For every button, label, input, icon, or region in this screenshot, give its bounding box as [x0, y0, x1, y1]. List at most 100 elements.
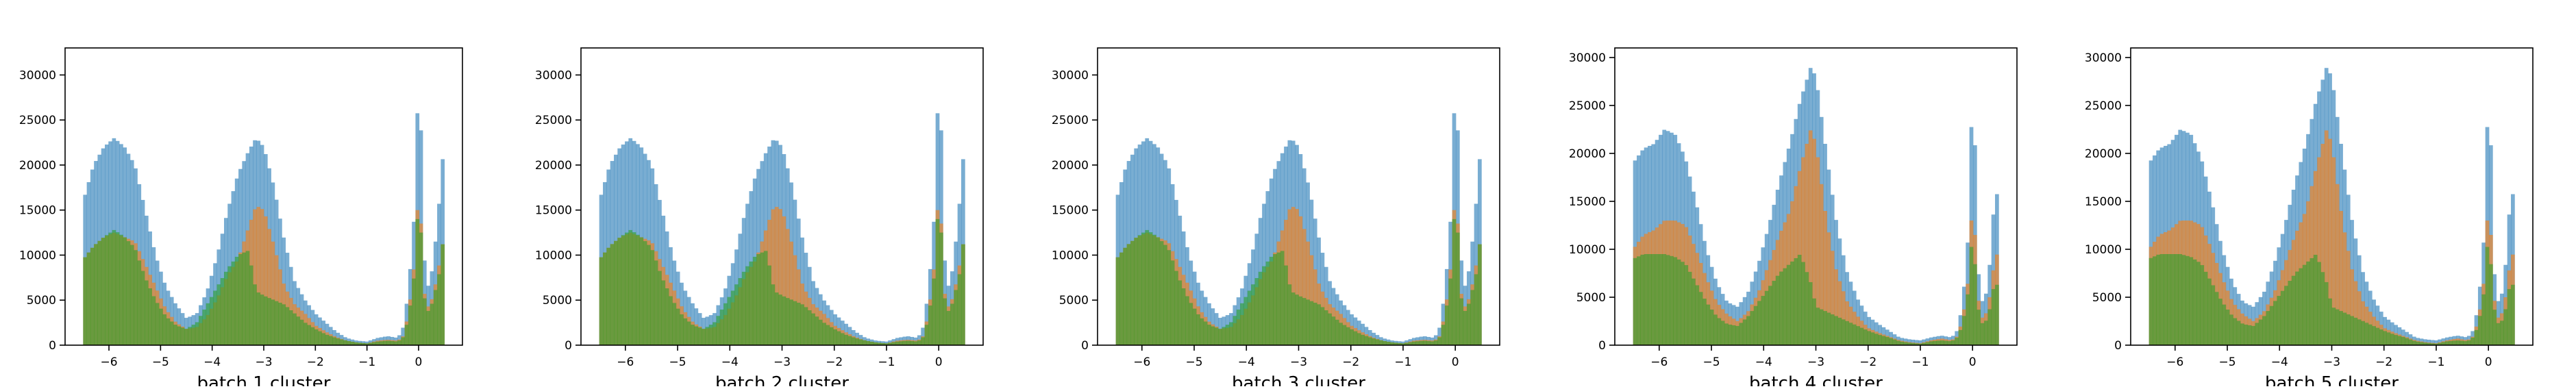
histogram-bar	[2233, 318, 2238, 345]
histogram-bar	[180, 327, 185, 345]
histogram-bar	[1794, 258, 1798, 345]
histogram-bar	[1170, 260, 1175, 345]
histogram-bar	[347, 341, 351, 345]
histogram-bar	[354, 342, 358, 345]
histogram-bar	[105, 235, 109, 345]
histogram-bar	[1772, 281, 1776, 345]
histogram-bar	[310, 327, 315, 345]
histogram-bar	[793, 301, 797, 345]
histogram-bar	[1724, 323, 1729, 345]
histogram-bar	[1287, 209, 1292, 345]
histogram-bar	[383, 340, 387, 345]
histogram-bar	[869, 341, 874, 345]
histogram-bar	[1644, 254, 1648, 345]
histogram-bar	[372, 342, 376, 345]
histogram-bar	[1783, 268, 1787, 345]
histogram-bar	[433, 290, 438, 345]
x-tick-label: 0	[1969, 355, 1977, 369]
histogram-bar	[1911, 342, 1915, 345]
histogram-bar	[1870, 332, 1875, 345]
histogram-bar	[1441, 325, 1446, 345]
histogram-bar	[1361, 334, 1365, 345]
histogram-bar	[1236, 310, 1241, 345]
histogram-bar	[636, 234, 640, 345]
chart-panel-3: −6 −5 −4 −3 −2 −1 0 0 5000 10000 15000 20000 25000 30…	[1052, 47, 1500, 389]
histogram-bar	[299, 319, 304, 345]
histogram-bar	[745, 266, 750, 345]
x-tick-label: −3	[2323, 355, 2340, 369]
histogram-bar	[1375, 339, 1380, 345]
histogram-bar	[826, 325, 830, 345]
histogram-bar	[749, 261, 754, 345]
histogram-bar	[1265, 261, 1270, 345]
histogram-bar	[2320, 144, 2325, 345]
histogram-bar	[1702, 299, 1707, 345]
histogram-bar	[169, 321, 174, 345]
histogram-bar	[1640, 254, 1645, 346]
y-tick-label: 25000	[1052, 114, 1089, 127]
histogram-bar	[2288, 281, 2292, 345]
histogram-bar	[1713, 314, 1718, 345]
y-tick-label: 20000	[1052, 159, 1089, 173]
histogram-bar	[2379, 329, 2383, 345]
x-tick-label: −1	[358, 355, 375, 369]
histogram-bar	[1929, 341, 1933, 345]
histogram-bar	[1695, 285, 1700, 345]
histogram-bar	[1477, 244, 1482, 345]
histogram-bar	[1808, 281, 1813, 345]
histogram-bar	[2277, 296, 2281, 345]
histogram-bar	[307, 325, 311, 345]
y-tick-label: 0	[1598, 339, 1606, 353]
y-tick-label: 25000	[2085, 99, 2122, 113]
histogram-bar	[1958, 329, 1963, 345]
histogram-bar	[2331, 308, 2336, 345]
histogram-bar	[738, 278, 743, 345]
histogram-bar	[1463, 311, 1467, 345]
histogram-bar	[1914, 340, 1919, 345]
histogram-bar	[1994, 284, 1999, 345]
histogram-bar	[1302, 229, 1306, 345]
histogram-bar	[2375, 327, 2380, 345]
histogram-bar	[1389, 342, 1394, 345]
x-axis-label: batch 1 cluster	[197, 373, 331, 386]
histogram-bar	[1918, 343, 1922, 345]
histogram-bar	[2251, 325, 2255, 345]
y-tick-label: 0	[2114, 339, 2122, 353]
histogram-bar	[771, 284, 776, 345]
histogram-bar	[2255, 323, 2259, 345]
histogram-bar	[1353, 331, 1358, 345]
histogram-bar	[358, 342, 362, 345]
histogram-bar	[621, 235, 626, 345]
histogram-bar	[855, 338, 859, 345]
x-tick-label: −6	[617, 355, 634, 369]
chart-panel-5: −6 −5 −4 −3 −2 −1 0 0 5000 10000 15000 20000 25000 30…	[2085, 47, 2534, 389]
histogram-bar	[1987, 309, 1992, 345]
histogram-bar	[256, 207, 261, 345]
histogram-bar	[1383, 341, 1387, 345]
histogram-bar	[837, 331, 841, 345]
histogram-bar	[1918, 340, 1922, 345]
histogram-series-3	[1633, 247, 1999, 346]
histogram-bar	[1933, 340, 1937, 345]
x-tick-label: −1	[1394, 355, 1411, 369]
histogram-bar	[939, 232, 943, 345]
histogram-bar	[2196, 262, 2201, 345]
histogram-bar	[2433, 343, 2438, 345]
histogram-bar	[271, 241, 275, 345]
histogram-bar	[2466, 340, 2471, 345]
x-tick-label: −4	[203, 355, 221, 369]
histogram-bar	[2383, 331, 2387, 345]
histogram-bar	[151, 296, 156, 345]
histogram-bar	[1648, 254, 1652, 345]
histogram-bar	[336, 338, 340, 345]
x-tick-label: −4	[1238, 355, 1255, 369]
histogram-bar	[2244, 324, 2249, 345]
histogram-bar	[789, 241, 793, 345]
histogram-bar	[2240, 323, 2244, 345]
histogram-bar	[1350, 329, 1354, 345]
histogram-bar	[672, 303, 677, 345]
histogram-bar	[1801, 157, 1805, 345]
histogram-bar	[1433, 340, 1438, 345]
x-tick-label: −6	[1133, 355, 1150, 369]
